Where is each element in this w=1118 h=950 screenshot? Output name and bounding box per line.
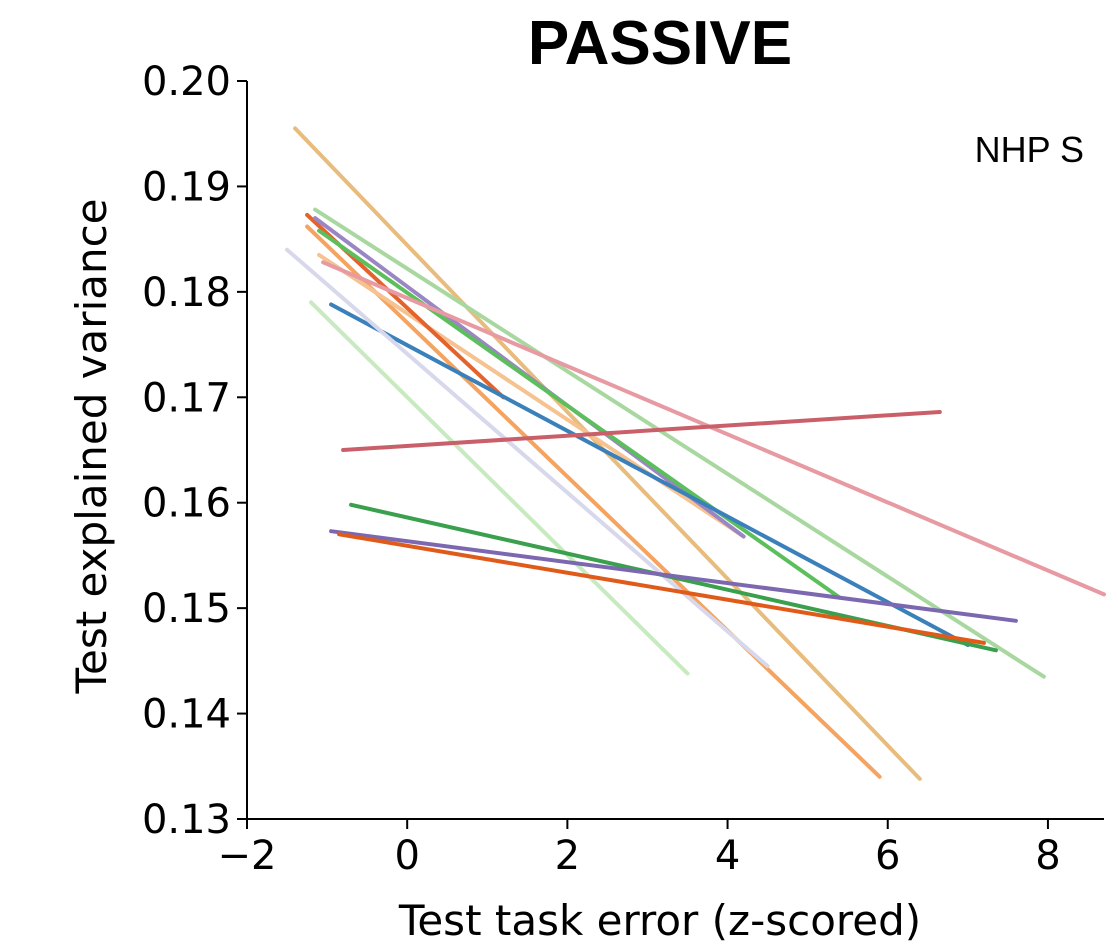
chart-title: PASSIVE <box>528 9 792 78</box>
x-tick-label: 2 <box>555 833 580 879</box>
x-axis-label: Test task error (z-scored) <box>398 896 921 945</box>
series-layer <box>285 126 1106 781</box>
series-line-10 <box>285 247 770 669</box>
chart-annotation: NHP S <box>975 129 1084 170</box>
series-line-12 <box>341 410 942 452</box>
x-tick-label: 8 <box>1035 833 1060 879</box>
y-tick-label: 0.13 <box>142 797 231 843</box>
y-tick-label: 0.19 <box>142 164 231 210</box>
x-tick-label: 0 <box>394 833 419 879</box>
series-line-14 <box>329 529 1018 623</box>
series-line-8 <box>329 302 970 647</box>
series-line-3 <box>317 253 746 539</box>
series-line-2 <box>305 224 882 779</box>
series-line-6 <box>313 207 1046 679</box>
y-tick-label: 0.20 <box>142 59 231 105</box>
x-tick-label: 6 <box>875 833 900 879</box>
y-tick-label: 0.14 <box>142 692 231 738</box>
x-tick-label: 4 <box>715 833 740 879</box>
y-tick-label: 0.18 <box>142 270 231 316</box>
series-line-11 <box>309 300 690 676</box>
y-tick-label: 0.16 <box>142 481 231 527</box>
x-tick-label: −2 <box>218 833 277 879</box>
x-ticks: −2 0 2 4 6 8 <box>218 819 1061 879</box>
y-ticks: 0.13 0.14 0.15 0.16 0.17 0.18 0.19 0.20 <box>142 59 247 843</box>
y-axis-label: Test explained variance <box>67 198 116 694</box>
series-line-7 <box>317 228 842 600</box>
series-line-15 <box>337 532 986 645</box>
y-tick-label: 0.17 <box>142 375 231 421</box>
y-tick-label: 0.15 <box>142 586 231 632</box>
